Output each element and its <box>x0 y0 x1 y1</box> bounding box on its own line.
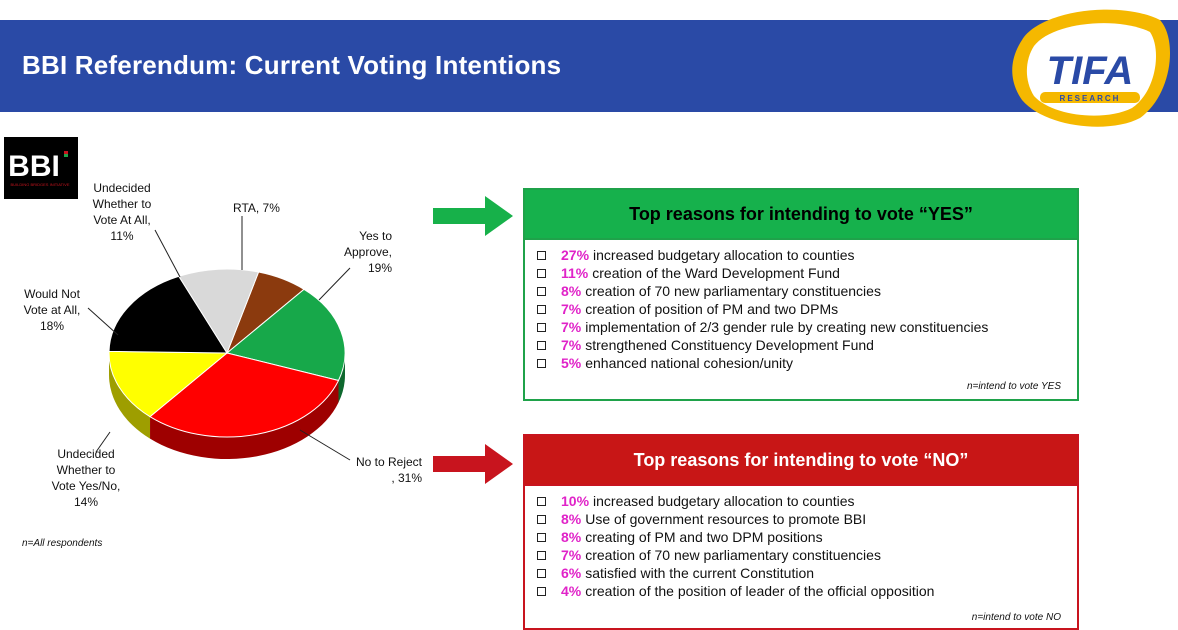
reason-item: 27% increased budgetary allocation to cou… <box>535 246 1067 264</box>
checkbox-bullet-icon <box>537 568 546 578</box>
pie-chart: RTA, 7% Yes to Approve, 19% No to Reject… <box>0 130 470 570</box>
logo-main-text: TIFA <box>1047 49 1134 93</box>
checkbox-bullet-icon <box>537 496 546 506</box>
reason-item: 11% creation of the Ward Development Fund <box>535 264 1067 282</box>
reason-text: creation of the Ward Development Fund <box>592 265 840 281</box>
chart-base-note: n=All respondents <box>22 538 103 549</box>
reason-item: 8% creation of 70 new parliamentary const… <box>535 282 1067 300</box>
reason-text: Use of government resources to promote B… <box>585 511 867 527</box>
reason-percent: 7% <box>561 319 582 335</box>
reason-percent: 6% <box>561 565 582 581</box>
pie-slice <box>225 288 346 382</box>
reason-text: implementation of 2/3 gender rule by cre… <box>585 319 989 335</box>
checkbox-bullet-icon <box>537 532 546 542</box>
no-panel-body: 10% increased budgetary allocation to cou… <box>525 484 1077 628</box>
reason-percent: 8% <box>561 529 582 545</box>
bbi-logo-tagline: BUILDING BRIDGES INITIATIVE <box>10 182 69 187</box>
pie-slice-side <box>109 353 151 439</box>
reason-text: creation of 70 new parliamentary constit… <box>585 547 881 563</box>
reason-percent: 8% <box>561 511 582 527</box>
pie-label-undecided-yes-no: Undecided Whether to Vote Yes/No, 14% <box>51 447 121 509</box>
pie-slice-side <box>338 353 345 403</box>
checkbox-bullet-icon <box>537 268 546 278</box>
pie-chart-svg <box>87 216 351 461</box>
reason-text: increased budgetary allocation to counti… <box>593 493 855 509</box>
pie-label-would-not-vote: Would Not Vote at All, 18% <box>23 287 81 333</box>
tifa-logo: TIFA RESEARCH <box>1000 0 1178 130</box>
checkbox-bullet-icon <box>537 340 546 350</box>
pie-label-yes: Yes to Approve, 19% <box>343 229 392 275</box>
reason-percent: 7% <box>561 337 582 353</box>
reason-text: creation of the position of leader of th… <box>585 583 935 599</box>
pie-slice-side <box>150 380 339 459</box>
pie-slice <box>149 352 340 438</box>
reason-text: enhanced national cohesion/unity <box>585 355 794 371</box>
reason-percent: 27% <box>561 247 590 263</box>
checkbox-bullet-icon <box>537 358 546 368</box>
yes-panel-body: 27% increased budgetary allocation to cou… <box>525 238 1077 399</box>
checkbox-bullet-icon <box>537 286 546 296</box>
logo-sub-text: RESEARCH <box>1060 94 1121 103</box>
reason-percent: 7% <box>561 301 582 317</box>
pie-label-no: No to Reject , 31% <box>355 455 422 485</box>
yes-panel-title: Top reasons for intending to vote “YES” <box>525 190 1077 238</box>
checkbox-bullet-icon <box>537 250 546 260</box>
pie-label-rta: RTA, 7% <box>233 201 280 215</box>
header-bar <box>0 20 1178 112</box>
checkbox-bullet-icon <box>537 550 546 560</box>
no-reason-list: 10% increased budgetary allocation to cou… <box>535 492 1067 600</box>
reason-text: strengthened Constituency Development Fu… <box>585 337 874 353</box>
reason-text: creating of PM and two DPM positions <box>585 529 823 545</box>
pie-leader-line <box>299 429 351 461</box>
no-reasons-panel: Top reasons for intending to vote “NO” 1… <box>523 434 1079 630</box>
reason-item: 7% implementation of 2/3 gender rule by c… <box>535 318 1067 336</box>
reason-item: 6% satisfied with the current Constitutio… <box>535 564 1067 582</box>
reason-item: 10% increased budgetary allocation to cou… <box>535 492 1067 510</box>
reason-item: 7% strengthened Constituency Development … <box>535 336 1067 354</box>
reason-percent: 8% <box>561 283 582 299</box>
pie-leader-line <box>318 267 351 301</box>
yes-reason-list: 27% increased budgetary allocation to cou… <box>535 246 1067 372</box>
checkbox-bullet-icon <box>537 304 546 314</box>
pie-slice <box>178 268 260 355</box>
page-title: BBI Referendum: Current Voting Intention… <box>22 50 562 80</box>
reason-item: 5% enhanced national cohesion/unity <box>535 354 1067 372</box>
yes-reasons-panel: Top reasons for intending to vote “YES” … <box>523 188 1079 401</box>
no-panel-title: Top reasons for intending to vote “NO” <box>525 436 1077 484</box>
checkbox-bullet-icon <box>537 514 546 524</box>
reason-percent: 7% <box>561 547 582 563</box>
reason-item: 8% Use of government resources to promote… <box>535 510 1067 528</box>
no-panel-note: n=intend to vote NO <box>971 612 1061 623</box>
reason-item: 8% creating of PM and two DPM positions <box>535 528 1067 546</box>
reason-item: 7% creation of 70 new parliamentary const… <box>535 546 1067 564</box>
reason-item: 7% creation of position of PM and two DPM… <box>535 300 1067 318</box>
pie-leader-line <box>154 229 181 278</box>
pie-slice <box>108 350 229 418</box>
no-arrow <box>433 444 513 484</box>
reason-percent: 11% <box>561 265 589 281</box>
reason-text: increased budgetary allocation to counti… <box>593 247 855 263</box>
reason-percent: 5% <box>561 355 582 371</box>
reason-percent: 4% <box>561 583 582 599</box>
bbi-logo: BBI BUILDING BRIDGES INITIATIVE <box>4 137 78 199</box>
reason-item: 4% creation of the position of leader of … <box>535 582 1067 600</box>
yes-arrow <box>433 196 513 236</box>
yes-panel-note: n=intend to vote YES <box>966 381 1061 392</box>
pie-label-undecided-vote-at-all: Undecided Whether to Vote At All, 11% <box>92 181 152 243</box>
reason-percent: 10% <box>561 493 590 509</box>
checkbox-bullet-icon <box>537 586 546 596</box>
pie-slice <box>108 275 228 354</box>
checkbox-bullet-icon <box>537 322 546 332</box>
reason-text: creation of position of PM and two DPMs <box>585 301 839 317</box>
pie-leader-line <box>95 431 111 453</box>
bbi-logo-text: BBI <box>8 150 60 183</box>
reason-text: satisfied with the current Constitution <box>585 565 815 581</box>
pie-leader-line <box>87 307 119 336</box>
reason-text: creation of 70 new parliamentary constit… <box>585 283 881 299</box>
